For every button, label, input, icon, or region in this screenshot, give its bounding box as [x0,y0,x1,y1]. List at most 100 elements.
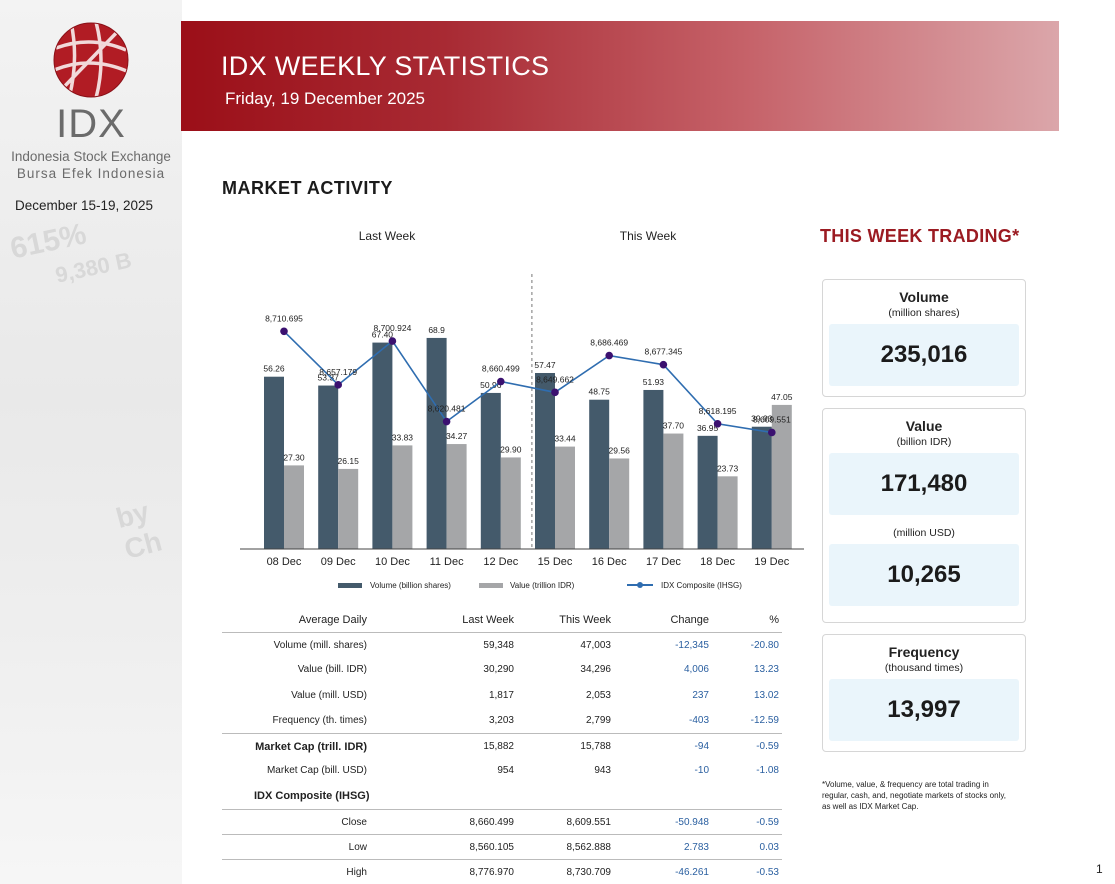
ihsg-point [551,388,559,397]
frequency-label: Frequency [888,644,960,660]
ihsg-line [283,330,772,434]
ihsg-data-label: 8,677.345 [644,347,682,357]
change-value: -403 [688,714,709,726]
volume-bar [372,342,393,549]
table-row: High 8,776.970 8,730.709 -46.261 -0.53 [222,858,782,884]
change-value: -12,345 [675,640,709,652]
row-label: Close [341,816,367,828]
logo-subtitle-id: Bursa Efek Indonesia [16,166,166,181]
ihsg-data-label: 8,609.551 [753,414,791,424]
legend-ihsg-label: IDX Composite (IHSG) [661,581,742,590]
x-tick-label: 10 Dec [375,556,410,568]
header-change: Change [670,614,709,626]
table-row: Frequency (th. times) 3,203 2,799 -403 -… [222,708,782,733]
volume-value: 235,016 [829,324,1019,386]
value-unit: (billion IDR) [896,436,952,448]
ihsg-data-label: 8,686.469 [590,338,628,348]
last-week-value: 8,660.499 [469,816,515,828]
x-tick-label: 17 Dec [646,556,681,568]
ihsg-point [768,428,776,437]
average-daily-table: Average Daily Last Week This Week Change… [222,607,782,884]
volume-data-label: 68.9 [428,325,445,335]
last-week-value: 3,203 [488,714,514,726]
group-label-this-week: This Week [620,229,677,243]
row-label: Value (mill. USD) [291,689,367,701]
volume-bar [426,337,447,549]
value-bar [555,446,575,549]
legend-value-swatch [479,583,503,588]
last-week-value: 8,776.970 [469,866,515,878]
percent-value: -0.59 [756,816,779,828]
percent-value: -1.08 [756,765,779,777]
this-week-value: 34,296 [580,664,611,676]
volume-card: Volume (million shares) 235,016 [822,279,1026,397]
ihsg-data-label: 8,710.695 [265,313,303,323]
x-tick-label: 18 Dec [700,556,735,568]
ihsg-point [388,337,397,345]
page-number: 1 [1096,862,1103,876]
this-week-value: 47,003 [580,640,611,652]
ihsg-data-label: 8,657.179 [319,367,357,377]
change-value: 4,006 [683,664,709,676]
ihsg-point [605,351,613,360]
footnote: *Volume, value, & frequency are total tr… [822,780,1006,811]
ihsg-point [334,381,342,389]
this-week-value: 8,730.709 [566,866,612,878]
value-data-label: 29.90 [500,444,522,454]
percent-value: -0.53 [756,866,779,878]
ihsg-section-header: IDX Composite (IHSG) [222,783,782,808]
volume-data-label: 67.40 [372,330,394,340]
percent-value: -0.59 [756,740,779,752]
volume-data-label: 50.96 [480,380,502,390]
percent-value: -12.59 [750,714,779,726]
this-week-value: 15,788 [580,740,611,752]
table-row: Low 8,560.105 8,562.888 2.783 0.03 [222,833,782,859]
volume-bar [264,376,284,549]
legend-volume-swatch [338,583,362,588]
value-data-label: 33.83 [392,432,414,442]
logo-subtitle-en: Indonesia Stock Exchange [11,149,171,164]
ihsg-point [713,420,722,428]
x-tick-label: 08 Dec [267,556,302,568]
value-data-label: 37.70 [663,421,685,431]
value-idr: 171,480 [829,453,1019,515]
this-week-value: 8,609.551 [566,816,612,828]
ihsg-point [280,327,288,336]
ihsg-data-label: 8,649.662 [536,374,574,384]
volume-bar [318,385,339,549]
frequency-card: Frequency (thousand times) 13,997 [822,634,1026,752]
x-tick-label: 11 Dec [430,556,465,568]
header-percent: % [769,614,779,626]
table-row: Value (mill. USD) 1,817 2,053 237 13.02 [222,683,782,708]
value-bar [609,458,630,549]
this-week-value: 2,053 [585,689,611,701]
x-tick-label: 15 Dec [538,556,573,568]
row-label: Value (bill. IDR) [297,664,367,676]
last-week-value: 954 [497,765,514,777]
volume-bar [480,392,501,549]
value-data-label: 27.30 [283,452,305,462]
row-label: Market Cap (bill. USD) [266,765,367,777]
volume-data-label: 53.37 [318,373,340,383]
sidebar: 615% 9,380 B by Ch IDX Indonesia Stock E… [0,0,182,884]
idx-logo: IDX Indonesia Stock Exchange Bursa Efek … [0,20,182,181]
value-card: Value (billion IDR) 171,480 (million USD… [822,408,1026,623]
volume-data-label: 51.93 [643,377,665,387]
value-data-label: 26.15 [338,456,360,466]
change-value: -10 [694,765,709,777]
market-activity-chart: Last Week This Week 56.26 27.30 08 Dec 53.37 2… [240,229,804,590]
value-bar [446,444,467,549]
logo-wordmark: IDX [56,102,126,146]
value-bar [717,476,738,549]
value-bar [663,433,684,549]
table-row: Market Cap (bill. USD) 954 943 -10 -1.08 [222,758,782,783]
ihsg-data-label: 8,620.481 [428,404,466,414]
ihsg-data-label: 8,618.195 [699,406,737,416]
frequency-value: 13,997 [829,679,1019,741]
ihsg-point [659,360,668,369]
table-row: Volume (mill. shares) 59,348 47,003 -12,… [222,632,782,657]
volume-data-label: 57.47 [534,360,556,370]
last-week-value: 30,290 [483,664,514,676]
x-tick-label: 19 Dec [754,556,789,568]
volume-bar [535,372,555,549]
